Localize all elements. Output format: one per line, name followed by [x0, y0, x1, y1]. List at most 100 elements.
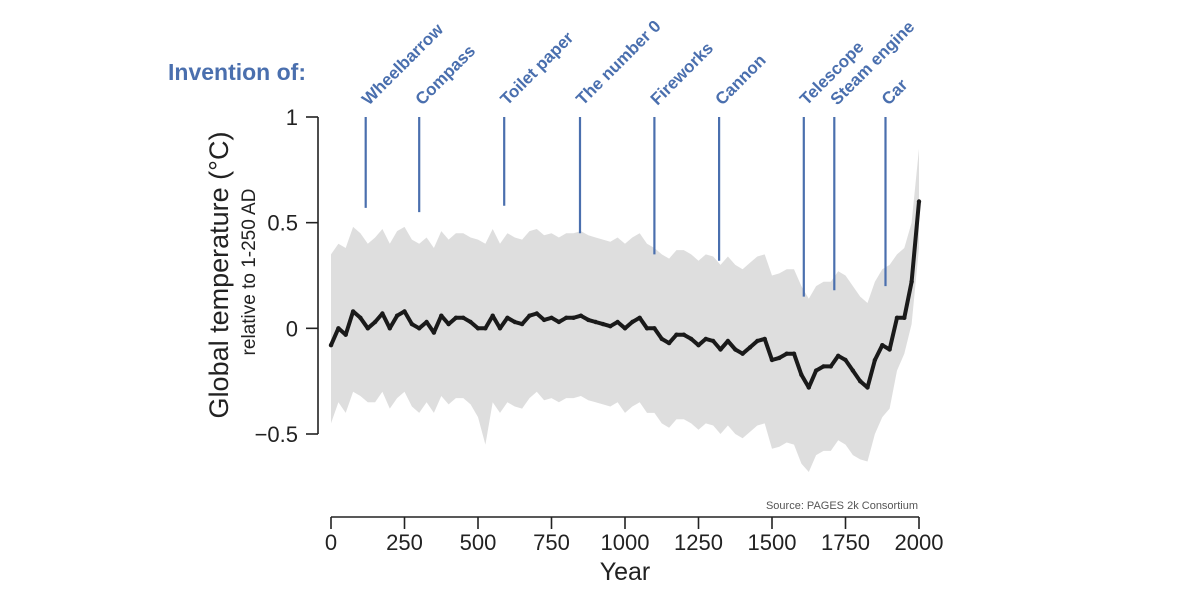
data-point: [806, 385, 811, 390]
data-point: [872, 357, 878, 363]
data-point: [365, 326, 370, 331]
data-point: [483, 326, 488, 331]
data-point: [593, 319, 598, 325]
data-point: [659, 336, 664, 342]
data-point: [446, 321, 451, 327]
data-point: [394, 313, 400, 318]
data-point: [740, 351, 745, 356]
data-point: [475, 326, 481, 331]
data-point: [417, 326, 422, 331]
data-point: [644, 326, 650, 331]
x-tick-label: 500: [460, 530, 497, 555]
data-point: [431, 330, 437, 335]
x-tick-label: 0: [325, 530, 337, 555]
data-point: [505, 315, 510, 320]
data-point: [916, 199, 922, 204]
uncertainty-band-layer: [331, 148, 919, 472]
data-point: [556, 319, 562, 325]
data-point: [490, 313, 495, 318]
data-point: [755, 338, 760, 344]
data-point: [461, 315, 466, 320]
data-point: [769, 357, 775, 363]
source-note: Source: PAGES 2k Consortium: [766, 500, 918, 512]
data-point: [836, 353, 841, 358]
x-tick-label: 1250: [674, 530, 723, 555]
data-point: [387, 326, 392, 331]
data-point: [622, 326, 628, 331]
data-point: [850, 368, 856, 373]
data-point: [681, 332, 686, 337]
data-point: [666, 340, 672, 346]
data-point: [527, 313, 532, 318]
data-point: [894, 315, 900, 320]
event-label: Toilet paper: [497, 28, 578, 109]
data-point: [350, 309, 356, 314]
x-tick-label: 1000: [601, 530, 650, 555]
y-tick-label: 0.5: [267, 211, 298, 236]
data-point: [439, 313, 444, 318]
data-point: [453, 315, 459, 320]
axes: 1 0.5 0 −0.5 0 250 500 750 1000 1250 1500 1750 2000: [255, 105, 944, 555]
data-point: [747, 345, 753, 350]
data-point: [858, 379, 863, 384]
data-point: [762, 336, 767, 342]
data-point: [689, 336, 694, 342]
data-point: [711, 338, 716, 344]
data-point: [828, 364, 833, 369]
data-point: [799, 372, 804, 377]
data-point: [777, 355, 782, 361]
data-point: [784, 351, 789, 356]
uncertainty-band: [331, 148, 919, 472]
data-point: [608, 324, 613, 329]
y-tick-label: 1: [286, 105, 298, 130]
data-point: [534, 311, 539, 316]
data-point: [696, 343, 701, 348]
data-point: [564, 315, 569, 320]
data-point: [600, 321, 606, 327]
y-axis-subtitle: relative to 1-250 AD: [239, 189, 260, 356]
x-axis-title: Year: [600, 558, 651, 586]
data-point: [843, 357, 848, 363]
data-point: [791, 351, 797, 356]
data-point: [424, 319, 429, 325]
data-point: [652, 326, 657, 331]
data-point: [615, 319, 620, 325]
data-point: [909, 279, 914, 284]
event-label: Car: [878, 75, 912, 109]
data-point: [813, 368, 819, 373]
data-point: [578, 313, 584, 318]
data-point: [358, 315, 363, 320]
y-tick-label: 0: [286, 316, 298, 341]
data-point: [865, 385, 870, 390]
x-tick-label: 1750: [821, 530, 870, 555]
data-point: [380, 311, 385, 316]
data-point: [733, 347, 738, 352]
data-point: [703, 336, 708, 342]
data-point: [343, 332, 348, 337]
event-label: Cannon: [711, 51, 769, 109]
data-point: [725, 338, 731, 344]
data-point: [541, 317, 547, 323]
event-label: Fireworks: [647, 39, 717, 109]
data-point: [718, 347, 723, 352]
data-point: [497, 326, 503, 331]
data-point: [586, 317, 591, 323]
data-point: [887, 347, 892, 352]
data-point: [328, 343, 334, 348]
x-tick-label: 2000: [895, 530, 944, 555]
data-point: [630, 319, 635, 325]
data-point: [571, 315, 576, 320]
x-tick-label: 250: [386, 530, 423, 555]
data-point: [512, 319, 517, 325]
data-point: [902, 315, 907, 320]
data-point: [468, 319, 473, 325]
data-point: [880, 343, 885, 348]
data-point: [372, 319, 378, 325]
data-point: [821, 364, 826, 369]
data-point: [549, 315, 554, 320]
temperature-series-layer: [328, 199, 922, 390]
y-tick-label: −0.5: [255, 422, 298, 447]
data-point: [402, 309, 407, 314]
x-tick-label: 1500: [748, 530, 797, 555]
